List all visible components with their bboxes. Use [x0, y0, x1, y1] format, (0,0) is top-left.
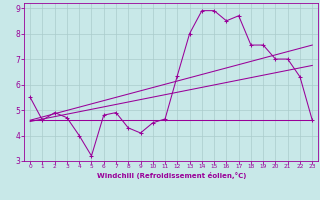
- X-axis label: Windchill (Refroidissement éolien,°C): Windchill (Refroidissement éolien,°C): [97, 172, 246, 179]
